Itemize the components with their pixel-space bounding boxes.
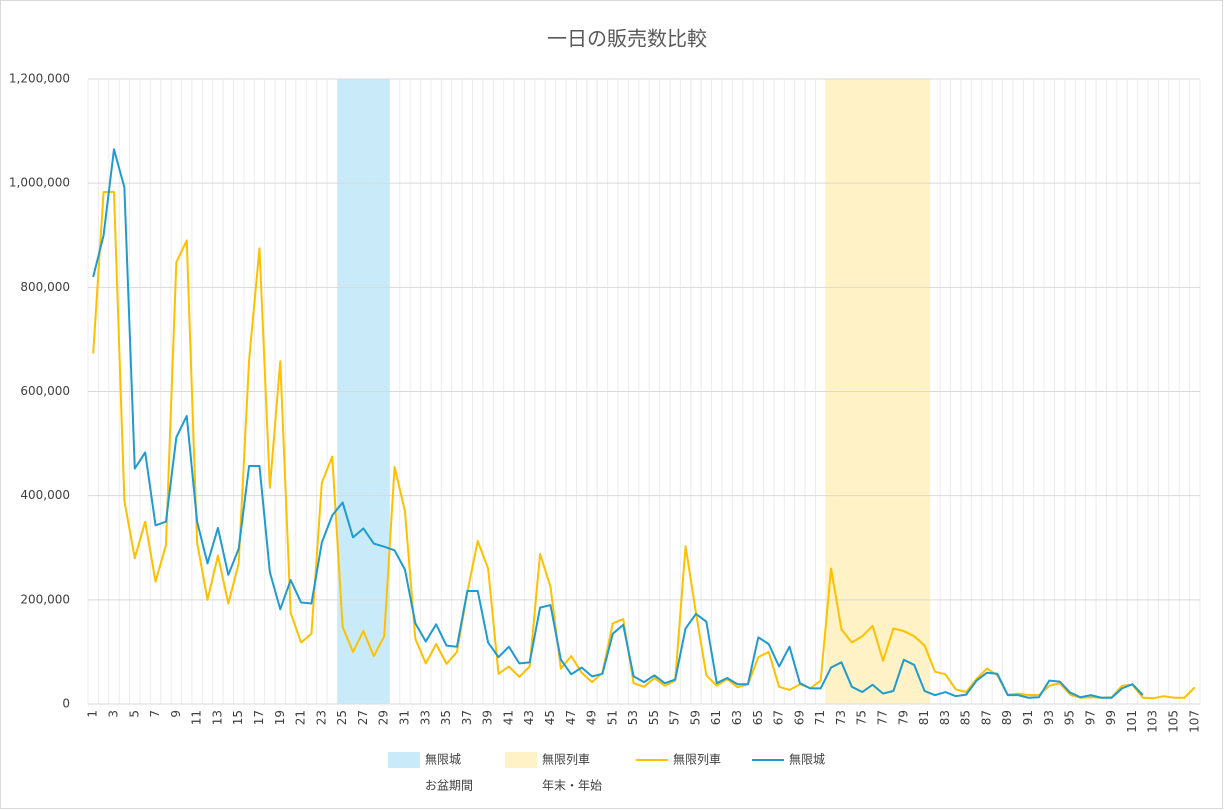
x-tick-label: 83 bbox=[938, 710, 952, 725]
x-tick-label: 61 bbox=[709, 710, 723, 725]
x-tick-label: 69 bbox=[792, 710, 806, 725]
y-tick-label: 600,000 bbox=[20, 384, 70, 398]
x-tick-label: 41 bbox=[501, 710, 515, 725]
x-tick-label: 71 bbox=[813, 710, 827, 725]
x-tick-label: 89 bbox=[1000, 710, 1014, 725]
series-line bbox=[92, 148, 1144, 699]
annotation: お盆期間 bbox=[425, 779, 473, 793]
x-tick-label: 21 bbox=[294, 710, 308, 725]
x-tick-label: 57 bbox=[668, 710, 682, 725]
x-tick-label: 87 bbox=[979, 710, 993, 725]
legend-swatch bbox=[388, 752, 420, 768]
x-tick-label: 35 bbox=[439, 710, 453, 725]
x-tick-label: 65 bbox=[751, 710, 765, 725]
y-tick-label: 200,000 bbox=[20, 592, 70, 606]
x-tick-label: 93 bbox=[1042, 710, 1056, 725]
x-tick-label: 17 bbox=[252, 710, 266, 725]
x-tick-label: 107 bbox=[1187, 710, 1201, 733]
x-tick-label: 49 bbox=[585, 710, 599, 725]
x-tick-label: 81 bbox=[917, 710, 931, 725]
x-tick-label: 53 bbox=[626, 710, 640, 725]
x-tick-label: 29 bbox=[377, 710, 391, 725]
x-tick-label: 103 bbox=[1146, 710, 1160, 733]
x-tick-label: 13 bbox=[210, 710, 224, 725]
x-tick-label: 43 bbox=[522, 710, 536, 725]
y-tick-label: 1,200,000 bbox=[9, 72, 70, 86]
x-tick-label: 67 bbox=[772, 710, 786, 725]
legend-label: 無限列車 bbox=[673, 752, 721, 767]
x-tick-label: 97 bbox=[1083, 710, 1097, 725]
x-tick-label: 55 bbox=[647, 710, 661, 725]
x-tick-label: 5 bbox=[127, 710, 141, 718]
x-tick-label: 31 bbox=[397, 710, 411, 725]
x-tick-label: 59 bbox=[688, 710, 702, 725]
x-tick-label: 91 bbox=[1021, 710, 1035, 725]
x-tick-label: 79 bbox=[896, 710, 910, 725]
chart-title: 一日の販売数比較 bbox=[547, 27, 707, 51]
x-tick-label: 77 bbox=[876, 710, 890, 725]
legend-label: 無限城 bbox=[789, 752, 825, 767]
x-tick-label: 39 bbox=[481, 710, 495, 725]
x-tick-label: 75 bbox=[855, 710, 869, 725]
x-tick-label: 47 bbox=[564, 710, 578, 725]
y-tick-label: 1,000,000 bbox=[9, 176, 70, 190]
x-tick-label: 11 bbox=[190, 710, 204, 725]
y-tick-label: 800,000 bbox=[20, 280, 70, 294]
x-tick-label: 95 bbox=[1063, 710, 1077, 725]
x-tick-label: 3 bbox=[106, 710, 120, 718]
x-tick-label: 73 bbox=[834, 710, 848, 725]
x-tick-label: 23 bbox=[314, 710, 328, 725]
x-tick-label: 99 bbox=[1104, 710, 1118, 725]
x-tick-label: 105 bbox=[1167, 710, 1181, 733]
x-tick-label: 63 bbox=[730, 710, 744, 725]
legend-swatch bbox=[505, 752, 537, 768]
y-tick-label: 400,000 bbox=[20, 488, 70, 502]
x-tick-label: 15 bbox=[231, 710, 245, 725]
x-tick-label: 51 bbox=[605, 710, 619, 725]
x-tick-label: 101 bbox=[1125, 710, 1139, 733]
x-tick-label: 9 bbox=[169, 710, 183, 718]
x-tick-label: 37 bbox=[460, 710, 474, 725]
x-tick-label: 27 bbox=[356, 710, 370, 725]
legend-label: 無限列車 bbox=[542, 752, 590, 767]
x-tick-label: 45 bbox=[543, 710, 557, 725]
annotation: 年末・年始 bbox=[542, 779, 602, 793]
x-tick-label: 19 bbox=[273, 710, 287, 725]
x-tick-label: 25 bbox=[335, 710, 349, 725]
legend-label: 無限城 bbox=[425, 752, 461, 767]
x-tick-label: 33 bbox=[418, 710, 432, 725]
x-tick-label: 7 bbox=[148, 710, 162, 718]
x-tick-label: 1 bbox=[86, 710, 100, 718]
y-tick-label: 0 bbox=[62, 697, 70, 711]
x-tick-label: 85 bbox=[959, 710, 973, 725]
